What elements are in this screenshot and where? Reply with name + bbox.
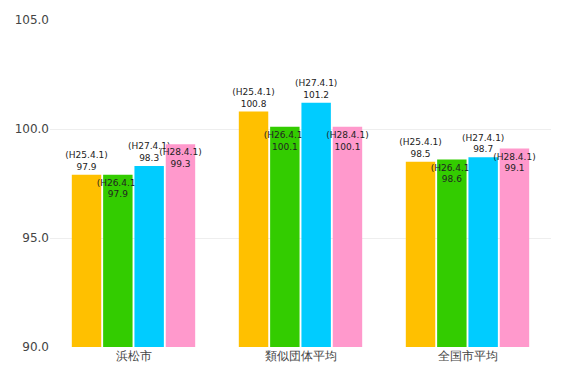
svg-text:類似団体平均: 類似団体平均 [265,349,337,363]
svg-text:(H25.4.1)100.8: (H25.4.1)100.8 [232,87,274,109]
svg-text:(H27.4.1)98.7: (H27.4.1)98.7 [462,133,504,155]
svg-text:浜松市: 浜松市 [116,349,152,363]
svg-text:105.0: 105.0 [15,13,49,27]
svg-text:(H28.4.1)99.3: (H28.4.1)99.3 [159,147,201,169]
svg-text:全国市平均: 全国市平均 [438,349,498,363]
svg-text:(H28.4.1)100.1: (H28.4.1)100.1 [326,130,368,152]
svg-text:95.0: 95.0 [22,231,49,245]
svg-text:(H26.4.1)97.9: (H26.4.1)97.9 [97,178,139,200]
svg-text:(H25.4.1)98.5: (H25.4.1)98.5 [399,137,441,159]
svg-text:(H26.4.1)100.1: (H26.4.1)100.1 [264,130,306,152]
svg-text:90.0: 90.0 [22,340,49,354]
svg-text:100.0: 100.0 [15,122,49,136]
svg-text:(H27.4.1)98.3: (H27.4.1)98.3 [128,141,170,163]
svg-text:(H26.4.1)98.6: (H26.4.1)98.6 [431,163,473,185]
svg-text:(H27.4.1)101.2: (H27.4.1)101.2 [295,78,337,100]
svg-text:(H25.4.1)97.9: (H25.4.1)97.9 [65,150,107,172]
svg-text:(H28.4.1)99.1: (H28.4.1)99.1 [493,152,535,174]
